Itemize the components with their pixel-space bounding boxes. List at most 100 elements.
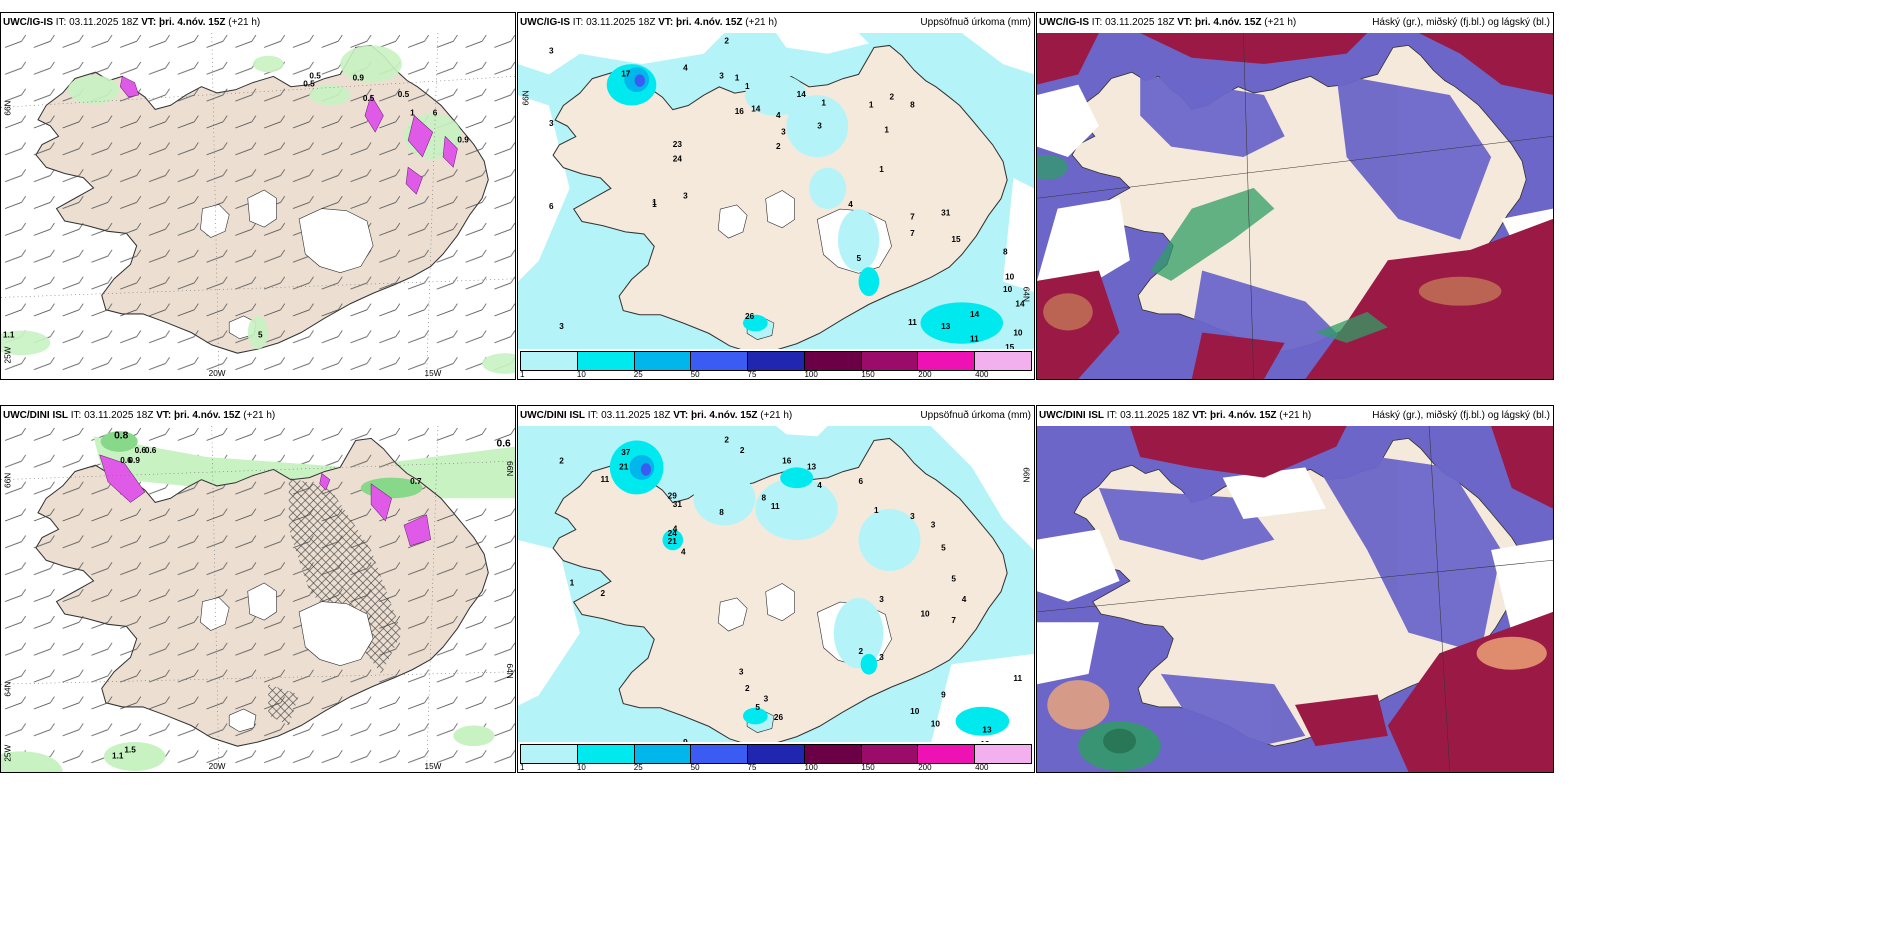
precip-value: 1 bbox=[884, 125, 889, 134]
wind-value: 6 bbox=[433, 109, 438, 118]
colorbar-cell bbox=[577, 745, 635, 763]
lon-label-25: 25W bbox=[3, 744, 12, 761]
wind-map: 66N 25W 20W 15W 0.5 0.5 0.9 0.5 0.5 1 6 … bbox=[1, 33, 515, 379]
precip-value: 14 bbox=[1015, 299, 1025, 308]
precip-value: 3 bbox=[764, 695, 769, 704]
precip-value: 13 bbox=[941, 322, 951, 331]
precip-value: 5 bbox=[951, 574, 956, 583]
valid-time: þri. 4.nóv. 15Z bbox=[159, 17, 226, 28]
model-name: UWC/DINI ISL bbox=[3, 410, 68, 421]
precip-map-panel-top: UWC/IG-IS IT: 03.11.2025 18Z VT: þri. 4.… bbox=[517, 12, 1035, 380]
precip-value: 3 bbox=[910, 512, 915, 521]
wind-value: 0.9 bbox=[457, 135, 469, 144]
colorbar-cell bbox=[804, 745, 862, 763]
precip-value: 24 bbox=[668, 529, 678, 538]
colorbar-tick: 150 bbox=[861, 370, 875, 379]
colorbar-cell bbox=[691, 352, 749, 370]
precip-value: 3 bbox=[549, 47, 554, 56]
wind-value: 1 bbox=[410, 109, 415, 118]
precip-value: 31 bbox=[941, 208, 951, 217]
precip-value: 3 bbox=[683, 192, 688, 201]
wind-value: 0.8 bbox=[114, 430, 129, 441]
precip-value: 10 bbox=[931, 719, 941, 728]
lat-label-66: 66N bbox=[3, 473, 12, 488]
colorbar-tick: 25 bbox=[633, 763, 643, 772]
precip-value: 26 bbox=[774, 713, 784, 722]
panel-header: UWC/IG-IS IT: 03.11.2025 18Z VT: þri. 4.… bbox=[1037, 13, 1553, 33]
model-name: UWC/DINI ISL bbox=[1039, 410, 1104, 421]
colorbar-cell bbox=[918, 352, 976, 370]
model-name: UWC/DINI ISL bbox=[520, 410, 585, 421]
precip-value: 2 bbox=[724, 436, 729, 445]
colorbar-cell bbox=[975, 352, 1032, 370]
colorbar-tick: 200 bbox=[918, 763, 932, 772]
precip-value: 15 bbox=[951, 235, 961, 244]
precip-value: 2 bbox=[776, 142, 781, 151]
wind-map-panel-top: UWC/IG-IS IT: 03.11.2025 18Z VT: þri. 4.… bbox=[0, 12, 516, 380]
precip-value: 3 bbox=[549, 119, 554, 128]
lead-time: (+21 h) bbox=[243, 410, 276, 421]
precip-value: 2 bbox=[559, 456, 564, 465]
lon-label-15: 15W bbox=[425, 762, 442, 771]
colorbar-tick: 200 bbox=[918, 370, 932, 379]
panel-title: Uppsöfnuð úrkoma (mm) bbox=[920, 410, 1031, 421]
vt-label: VT: bbox=[1192, 410, 1208, 421]
cloud-map-panel-top: UWC/IG-IS IT: 03.11.2025 18Z VT: þri. 4.… bbox=[1036, 12, 1554, 380]
precip-value: 4 bbox=[673, 525, 678, 534]
wind-value: 5 bbox=[258, 331, 263, 340]
precip-value: 10 bbox=[1013, 328, 1023, 337]
precip-value: 21 bbox=[668, 537, 678, 546]
init-time: 03.11.2025 18Z bbox=[69, 17, 139, 28]
wind-value: 0.9 bbox=[353, 73, 365, 82]
precip-value: 11 bbox=[970, 335, 979, 344]
colorbar-cell bbox=[521, 352, 578, 370]
wind-value: 0.5 bbox=[309, 71, 321, 80]
precip-value: 1 bbox=[652, 198, 657, 207]
precip-value: 3 bbox=[817, 121, 822, 130]
it-label: IT: bbox=[1091, 17, 1103, 28]
wind-value: 1.5 bbox=[124, 745, 136, 754]
wind-value: 0.5 bbox=[363, 94, 375, 103]
precip-value: 14 bbox=[751, 105, 761, 114]
vt-label: VT: bbox=[1177, 17, 1193, 28]
precip-value: 11 bbox=[601, 475, 610, 484]
panel-header: UWC/DINI ISL IT: 03.11.2025 18Z VT: þri.… bbox=[1037, 406, 1553, 426]
colorbar-cell bbox=[634, 352, 692, 370]
colorbar-cell bbox=[975, 745, 1032, 763]
colorbar-tick: 10 bbox=[576, 370, 586, 379]
precip-value: 10 bbox=[910, 707, 920, 716]
panel-title: Háský (gr.), miðský (fj.bl.) og lágský (… bbox=[1372, 17, 1550, 28]
precip-value: 11 bbox=[908, 318, 917, 327]
wind-value: 0.5 bbox=[398, 90, 410, 99]
vt-label: VT: bbox=[673, 410, 689, 421]
precip-value: 8 bbox=[1003, 248, 1008, 257]
precip-value: 10 bbox=[1003, 285, 1013, 294]
colorbar-cell bbox=[634, 745, 692, 763]
precip-value: 15 bbox=[1005, 343, 1015, 351]
precip-value: 16 bbox=[735, 107, 745, 116]
colorbar-tick: 400 bbox=[975, 370, 989, 379]
panel-header: UWC/IG-IS IT: 03.11.2025 18Z VT: þri. 4.… bbox=[518, 13, 1034, 33]
precip-value: 4 bbox=[962, 595, 967, 604]
vt-label: VT: bbox=[156, 410, 172, 421]
precip-value: 31 bbox=[673, 500, 683, 509]
precip-value: 6 bbox=[549, 202, 554, 211]
init-time: 03.11.2025 18Z bbox=[601, 410, 671, 421]
precip-colorbar: 1 10 25 50 75 100 150 200 400 bbox=[518, 349, 1034, 379]
cloud-map bbox=[1037, 33, 1553, 379]
colorbar-cell bbox=[918, 745, 976, 763]
precip-colorbar: 1 10 25 50 75 100 150 200 400 bbox=[518, 742, 1034, 772]
precip-value: 21 bbox=[619, 462, 629, 471]
colorbar-tick: 50 bbox=[690, 763, 700, 772]
wind-value: 0.6 bbox=[145, 446, 157, 455]
precip-value: 2 bbox=[859, 647, 864, 656]
init-time: 03.11.2025 18Z bbox=[586, 17, 656, 28]
cloud-map-panel-bottom: UWC/DINI ISL IT: 03.11.2025 18Z VT: þri.… bbox=[1036, 405, 1554, 773]
wind-value: 1.1 bbox=[112, 752, 124, 761]
wind-value: 0.6 bbox=[120, 456, 132, 465]
model-name: UWC/IG-IS bbox=[3, 17, 53, 28]
precip-value: 4 bbox=[848, 200, 853, 209]
precip-value: 14 bbox=[970, 310, 980, 319]
valid-time: þri. 4.nóv. 15Z bbox=[691, 410, 758, 421]
precip-value: 1 bbox=[735, 74, 740, 83]
